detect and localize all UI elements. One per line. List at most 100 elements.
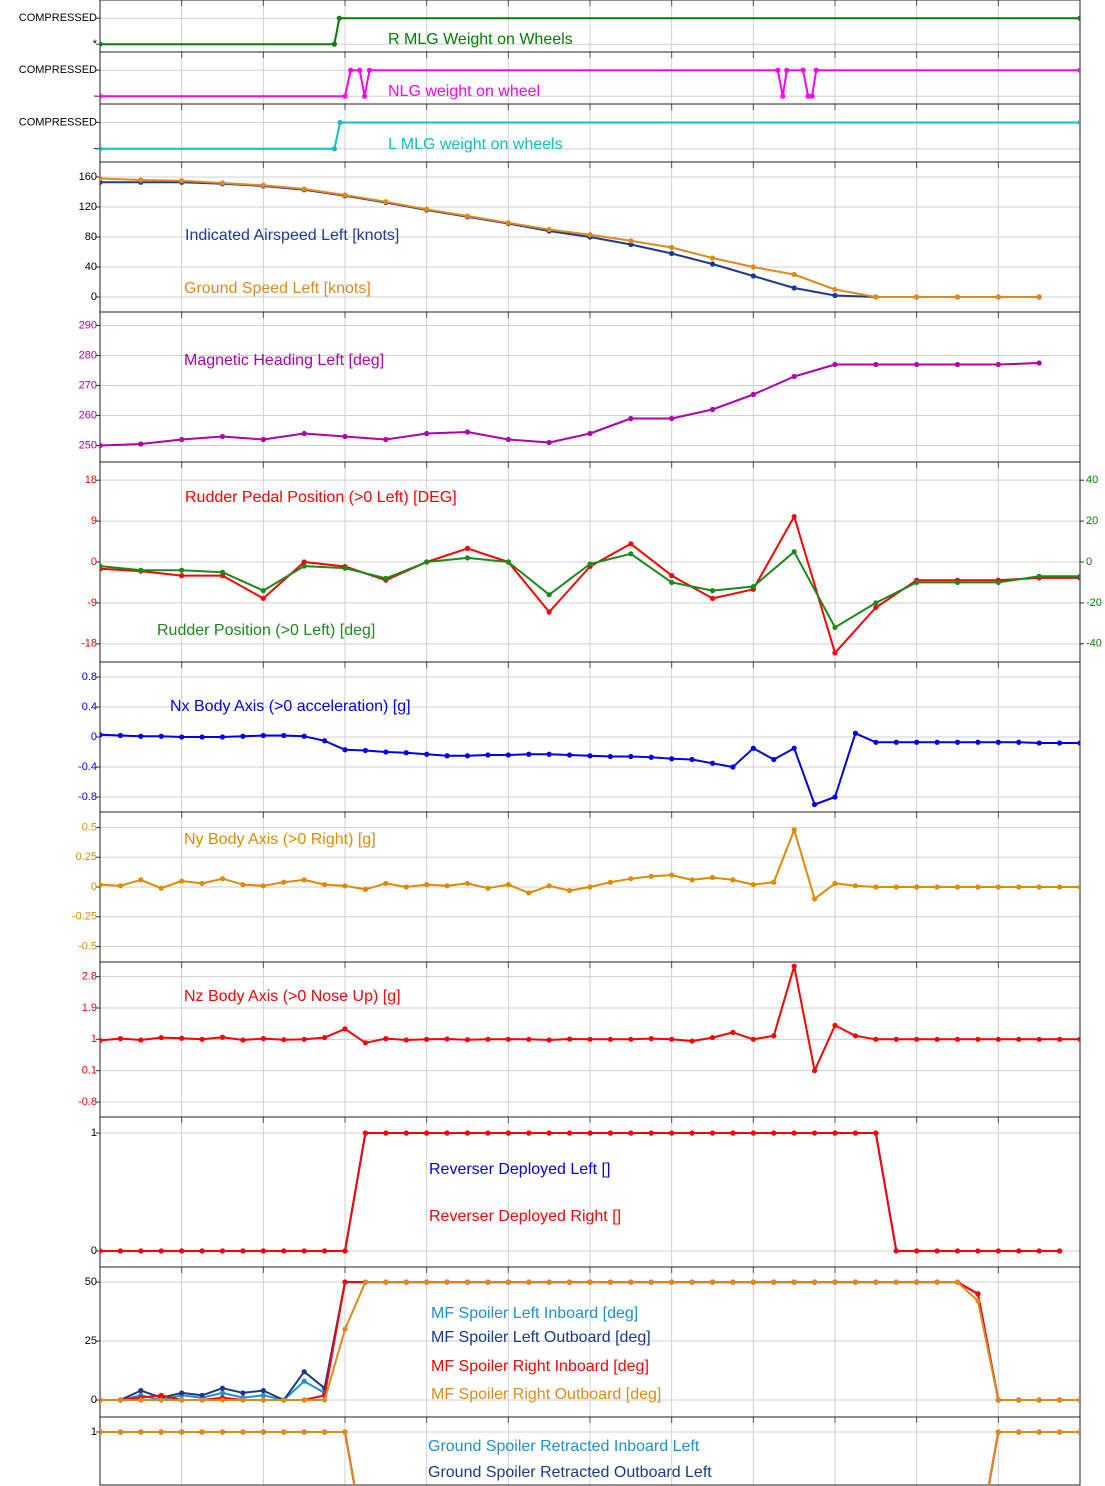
data-point bbox=[526, 751, 532, 757]
plot-area bbox=[100, 15, 1080, 47]
data-point bbox=[219, 433, 226, 440]
data-point bbox=[954, 1036, 961, 1042]
data-point bbox=[199, 1248, 205, 1254]
panel: 0 1 Reverser Deployed Left [] Reverser Depl… bbox=[91, 1116, 1081, 1268]
data-point bbox=[464, 1130, 471, 1136]
data-point bbox=[995, 884, 1001, 890]
y-tick-label: -40 bbox=[1086, 638, 1102, 650]
data-point bbox=[240, 1397, 246, 1403]
data-point bbox=[566, 1036, 573, 1042]
data-point bbox=[813, 67, 819, 73]
data-point bbox=[587, 884, 593, 890]
data-point bbox=[301, 1378, 307, 1384]
data-point bbox=[100, 882, 103, 888]
data-point bbox=[587, 232, 593, 238]
data-point bbox=[464, 555, 471, 561]
data-point bbox=[219, 1429, 226, 1435]
data-point bbox=[138, 877, 144, 883]
data-point bbox=[464, 429, 471, 435]
data-point bbox=[158, 1429, 164, 1435]
y-tick-label: 0.25 bbox=[76, 851, 97, 863]
data-point bbox=[260, 883, 266, 889]
y-tick-label: 0 bbox=[91, 881, 97, 893]
data-point bbox=[219, 734, 226, 740]
data-point bbox=[775, 67, 781, 73]
data-point bbox=[791, 549, 797, 555]
data-point bbox=[669, 244, 675, 251]
data-point bbox=[100, 93, 103, 99]
data-point bbox=[138, 1037, 144, 1043]
data-point bbox=[873, 361, 879, 368]
data-point bbox=[934, 739, 940, 745]
plot-area bbox=[100, 963, 1080, 1074]
data-point bbox=[281, 1248, 287, 1254]
series-label: MF Spoiler Right Outboard [deg] bbox=[431, 1386, 661, 1403]
data-point bbox=[1056, 1248, 1063, 1254]
data-point bbox=[403, 1279, 409, 1285]
data-point bbox=[771, 1279, 777, 1285]
series-label: R MLG Weight on Wheels bbox=[388, 31, 573, 48]
data-point bbox=[158, 1248, 164, 1254]
data-point bbox=[750, 1130, 756, 1136]
data-point bbox=[566, 1279, 573, 1285]
data-point bbox=[709, 255, 716, 261]
data-point bbox=[100, 175, 103, 182]
data-point bbox=[260, 732, 266, 739]
data-point bbox=[628, 415, 634, 422]
data-point bbox=[791, 1130, 797, 1136]
data-point bbox=[464, 1279, 471, 1285]
data-point bbox=[444, 1036, 450, 1042]
data-point bbox=[485, 1130, 491, 1136]
data-point bbox=[383, 1279, 389, 1285]
data-point bbox=[362, 747, 369, 754]
data-point bbox=[199, 734, 205, 740]
data-point bbox=[117, 732, 124, 739]
data-point bbox=[546, 609, 552, 615]
data-point bbox=[628, 753, 634, 760]
data-point bbox=[424, 206, 430, 212]
data-point bbox=[342, 1429, 348, 1435]
data-point bbox=[730, 1029, 736, 1035]
data-point bbox=[260, 595, 266, 601]
data-point bbox=[179, 573, 185, 579]
data-point bbox=[342, 1248, 348, 1254]
data-point bbox=[1077, 740, 1080, 746]
y-tick-label: 18 bbox=[85, 474, 97, 486]
data-point bbox=[607, 753, 614, 760]
data-point bbox=[100, 41, 103, 47]
y-tick-label: -18 bbox=[81, 638, 97, 650]
data-point bbox=[648, 873, 654, 879]
data-point bbox=[403, 884, 409, 890]
data-point bbox=[424, 882, 430, 888]
panel: -0.8 -0.4 0 0.4 0.8 Nx Body Axis (>0 accelera… bbox=[78, 661, 1081, 813]
data-point bbox=[1016, 1397, 1022, 1403]
data-point bbox=[138, 1429, 144, 1435]
data-point bbox=[791, 271, 797, 278]
data-point bbox=[791, 827, 797, 833]
data-point bbox=[485, 1279, 491, 1285]
data-point bbox=[791, 1279, 797, 1285]
data-point bbox=[934, 884, 940, 890]
data-point bbox=[383, 1130, 389, 1136]
data-point bbox=[464, 213, 471, 219]
data-point bbox=[995, 739, 1001, 745]
data-point bbox=[260, 182, 266, 188]
data-point bbox=[138, 567, 144, 573]
data-point bbox=[260, 436, 266, 443]
data-point bbox=[100, 442, 103, 449]
data-point bbox=[914, 1248, 920, 1254]
series-label: Ground Spoiler Retracted Inboard Left bbox=[428, 1438, 700, 1455]
data-point bbox=[199, 1397, 205, 1403]
data-point bbox=[383, 1036, 389, 1042]
plot-area bbox=[100, 730, 1080, 808]
data-point bbox=[975, 739, 981, 745]
data-point bbox=[873, 739, 879, 745]
data-point bbox=[301, 559, 307, 565]
y-tick-label: 1.9 bbox=[82, 1002, 97, 1014]
y-tick-label: 1 bbox=[91, 1033, 97, 1045]
data-point bbox=[321, 882, 328, 888]
data-point bbox=[730, 1130, 736, 1136]
data-point bbox=[321, 1034, 328, 1041]
data-point bbox=[832, 292, 838, 299]
data-point bbox=[403, 1130, 409, 1136]
